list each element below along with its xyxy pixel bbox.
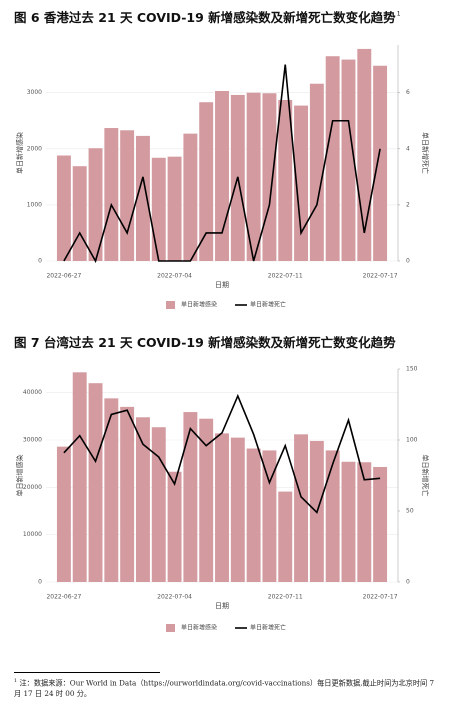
y-tick-label: 30000 — [23, 437, 42, 444]
x-tick-label: 2022-07-04 — [157, 273, 192, 280]
legend-label: 单日新增死亡 — [250, 301, 286, 309]
y-tick-label: 3000 — [27, 89, 42, 96]
legend-swatch — [166, 624, 175, 632]
bar — [56, 446, 71, 582]
y2-axis-label: 单日新增死亡 — [421, 455, 430, 497]
bar — [246, 448, 261, 582]
y-tick-label: 1000 — [27, 201, 42, 208]
y-axis-label: 单日新增感染 — [15, 455, 24, 497]
bar — [262, 93, 277, 261]
title-superscript: 1 — [397, 11, 401, 18]
bar — [120, 406, 135, 582]
chart-title: 图 6 香港过去 21 天 COVID-19 新增感染数及新增死亡数变化趋势 — [14, 10, 396, 25]
charts: 图 6 香港过去 21 天 COVID-19 新增感染数及新增死亡数变化趋势 10… — [14, 10, 430, 632]
bar — [88, 383, 103, 582]
bar — [183, 412, 198, 582]
bar — [262, 450, 277, 582]
bar — [278, 491, 293, 582]
x-axis-label: 日期 — [215, 281, 229, 289]
bar — [294, 105, 309, 261]
bar — [199, 102, 214, 261]
bar — [120, 130, 135, 261]
y-tick-label: 0 — [38, 258, 42, 265]
bar — [325, 56, 340, 261]
y2-axis-label: 单日新增死亡 — [421, 132, 430, 174]
bar — [325, 450, 340, 582]
footnote-marker: 1 — [14, 678, 18, 684]
bar — [294, 434, 309, 582]
bar — [246, 92, 261, 261]
y2-tick-label: 6 — [406, 89, 410, 96]
y2-tick-label: 50 — [406, 508, 414, 515]
y-tick-label: 2000 — [27, 145, 42, 152]
legend-label: 单日新增感染 — [181, 301, 217, 309]
y-tick-label: 40000 — [23, 389, 42, 396]
y-axis-label: 单日新增感染 — [15, 132, 24, 174]
y-tick-label: 0 — [38, 579, 42, 586]
bar — [104, 398, 119, 582]
bar — [373, 65, 388, 261]
legend-label: 单日新增死亡 — [250, 624, 286, 632]
bar — [230, 437, 245, 582]
bar — [151, 157, 166, 261]
line — [63, 393, 381, 514]
bar — [72, 372, 87, 582]
footnote-text: 注：数据来源：Our World in Data（https://ourworl… — [14, 678, 435, 699]
bar — [373, 466, 388, 582]
bar — [341, 461, 356, 582]
x-tick-label: 2022-07-04 — [157, 594, 192, 601]
x-tick-label: 2022-07-17 — [363, 273, 398, 280]
bar — [167, 156, 182, 261]
bar — [88, 148, 103, 261]
x-axis-label: 日期 — [215, 602, 229, 610]
y2-tick-label: 0 — [406, 579, 410, 586]
line — [63, 64, 381, 264]
footnote: 1 注：数据来源：Our World in Data（https://ourwo… — [14, 676, 439, 699]
bar — [104, 128, 119, 261]
bar — [215, 433, 229, 582]
bar — [56, 155, 71, 261]
x-tick-label: 2022-06-27 — [46, 594, 81, 601]
bar — [357, 462, 372, 582]
y-tick-label: 10000 — [23, 531, 42, 538]
y2-tick-label: 4 — [406, 145, 410, 152]
bar — [135, 417, 150, 582]
y2-tick-label: 100 — [406, 437, 418, 444]
bar — [72, 166, 87, 261]
bar — [215, 91, 229, 262]
x-tick-label: 2022-07-17 — [363, 594, 398, 601]
x-tick-label: 2022-07-11 — [268, 273, 303, 280]
bar — [135, 135, 150, 261]
chart-title: 图 7 台湾过去 21 天 COVID-19 新增感染数及新增死亡数变化趋势 — [14, 335, 396, 350]
y2-tick-label: 2 — [406, 201, 410, 208]
y2-tick-label: 150 — [406, 366, 418, 373]
bar — [183, 133, 198, 261]
legend-swatch — [166, 301, 175, 309]
bar — [309, 83, 324, 261]
bar — [199, 418, 214, 582]
legend-label: 单日新增感染 — [181, 624, 217, 632]
x-tick-label: 2022-06-27 — [46, 273, 81, 280]
bar — [167, 471, 182, 582]
y2-tick-label: 0 — [406, 258, 410, 265]
bar — [341, 59, 356, 262]
x-tick-label: 2022-07-11 — [268, 594, 303, 601]
footnote-rule — [14, 672, 160, 673]
y-tick-label: 20000 — [23, 484, 42, 491]
bar — [278, 99, 293, 262]
bar — [151, 427, 166, 582]
